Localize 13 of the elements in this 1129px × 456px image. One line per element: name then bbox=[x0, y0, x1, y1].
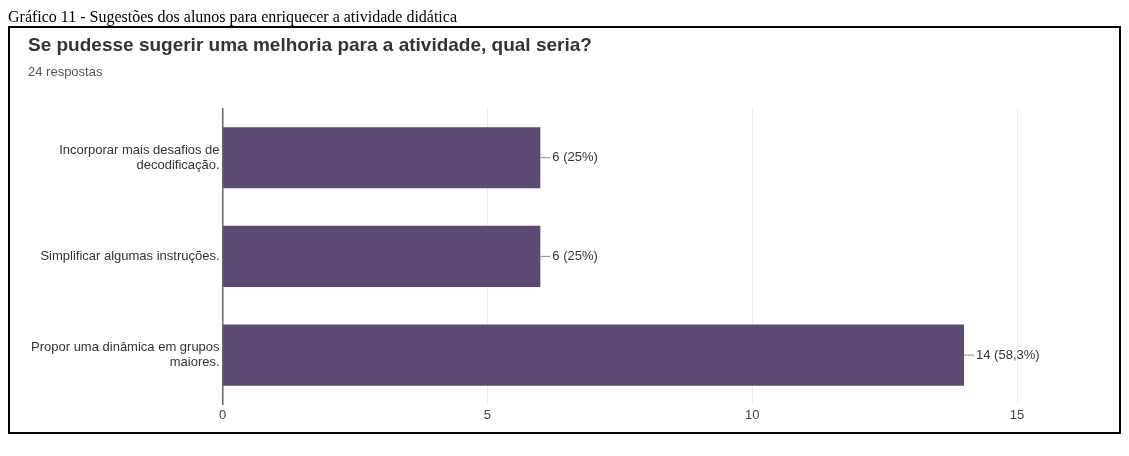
x-tick-label: 15 bbox=[1009, 406, 1025, 422]
y-tick-label: Simplificar algumas instruções. bbox=[40, 247, 220, 263]
data-label: 14 (58,3%) bbox=[976, 346, 1040, 362]
y-tick-label: Propor uma dinâmica em grupos maiores. bbox=[31, 338, 221, 370]
chart-title: Se pudesse sugerir uma melhoria para a atividade, qual seria? bbox=[28, 33, 592, 55]
x-tick-label: 5 bbox=[483, 406, 492, 422]
x-tick-label: 0 bbox=[218, 406, 227, 422]
data-label: 6 (25%) bbox=[552, 247, 598, 263]
x-tick-label: 10 bbox=[744, 406, 760, 422]
text: 24 respostas bbox=[28, 64, 103, 80]
data-label: 6 (25%) bbox=[552, 149, 598, 165]
text: Gráfico 11 - Sugestões dos alunos para enriquecer a atividade didática bbox=[8, 8, 458, 26]
y-tick-label: Incorporar mais desafios de decodificação. bbox=[59, 141, 220, 173]
